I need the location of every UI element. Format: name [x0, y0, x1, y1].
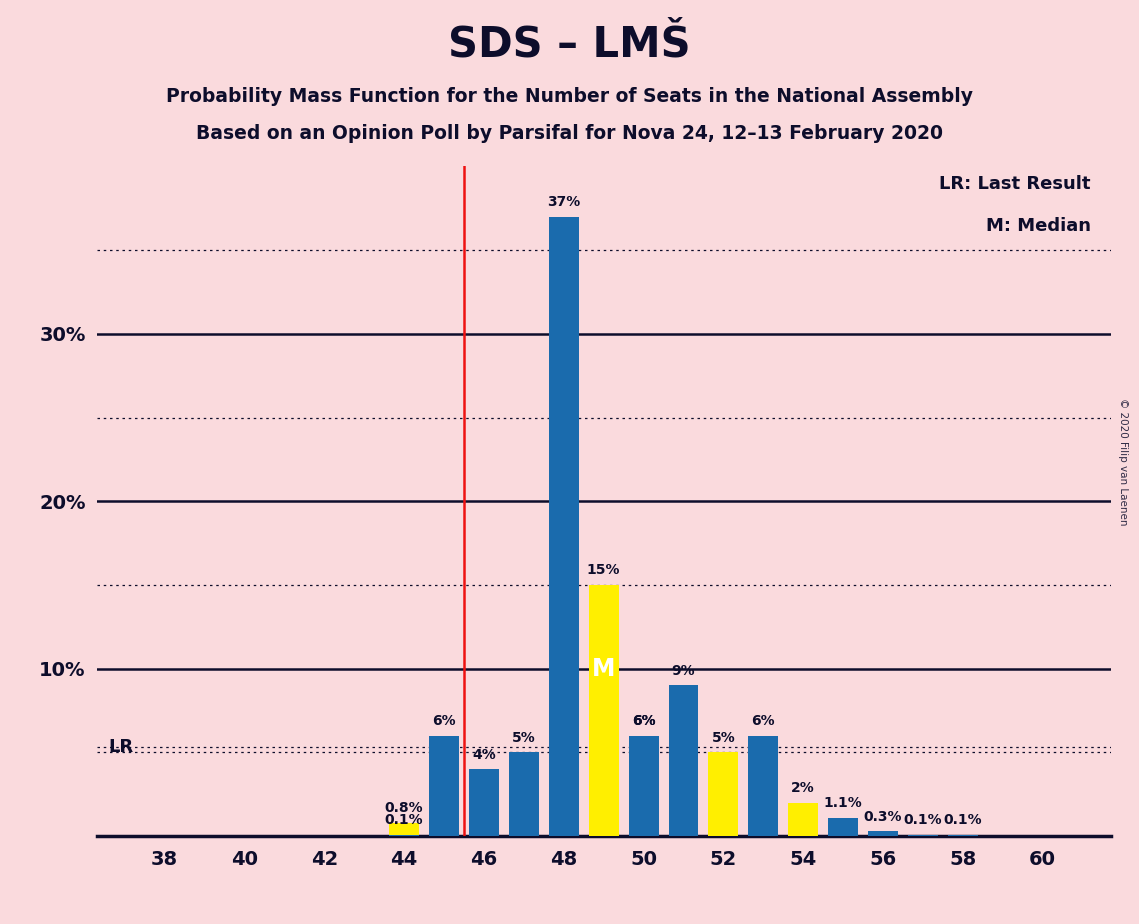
Text: 2%: 2%: [792, 781, 816, 796]
Text: 6%: 6%: [632, 714, 655, 728]
Bar: [549, 216, 579, 836]
Text: M: M: [592, 657, 615, 681]
Bar: [788, 803, 818, 836]
Bar: [390, 823, 419, 836]
Text: 0.1%: 0.1%: [903, 813, 942, 827]
Text: 5%: 5%: [511, 731, 535, 745]
Bar: [748, 736, 778, 836]
Text: M: Median: M: Median: [985, 216, 1090, 235]
Text: 6%: 6%: [632, 714, 655, 728]
Text: 0.8%: 0.8%: [385, 801, 424, 815]
Text: 0.1%: 0.1%: [385, 813, 424, 827]
Bar: [469, 769, 499, 836]
Bar: [828, 818, 858, 836]
Bar: [868, 832, 898, 836]
Text: LR: Last Result: LR: Last Result: [939, 175, 1090, 193]
Bar: [708, 752, 738, 836]
Text: 1.1%: 1.1%: [823, 796, 862, 810]
Bar: [908, 834, 937, 836]
Bar: [669, 686, 698, 836]
Text: © 2020 Filip van Laenen: © 2020 Filip van Laenen: [1117, 398, 1128, 526]
Bar: [429, 736, 459, 836]
Text: 4%: 4%: [472, 748, 495, 761]
Bar: [390, 834, 419, 836]
Bar: [629, 736, 658, 836]
Text: 15%: 15%: [587, 564, 621, 578]
Text: LR: LR: [109, 738, 134, 757]
Bar: [589, 585, 618, 836]
Bar: [629, 736, 658, 836]
Bar: [509, 752, 539, 836]
Text: 6%: 6%: [752, 714, 776, 728]
Text: 0.3%: 0.3%: [863, 809, 902, 823]
Text: SDS – LMŠ: SDS – LMŠ: [448, 23, 691, 65]
Bar: [948, 834, 977, 836]
Text: 9%: 9%: [672, 664, 695, 678]
Text: 5%: 5%: [712, 731, 736, 745]
Text: Based on an Opinion Poll by Parsifal for Nova 24, 12–13 February 2020: Based on an Opinion Poll by Parsifal for…: [196, 124, 943, 143]
Text: 37%: 37%: [547, 195, 581, 209]
Text: 0.1%: 0.1%: [943, 813, 982, 827]
Text: Probability Mass Function for the Number of Seats in the National Assembly: Probability Mass Function for the Number…: [166, 87, 973, 106]
Text: 6%: 6%: [432, 714, 456, 728]
